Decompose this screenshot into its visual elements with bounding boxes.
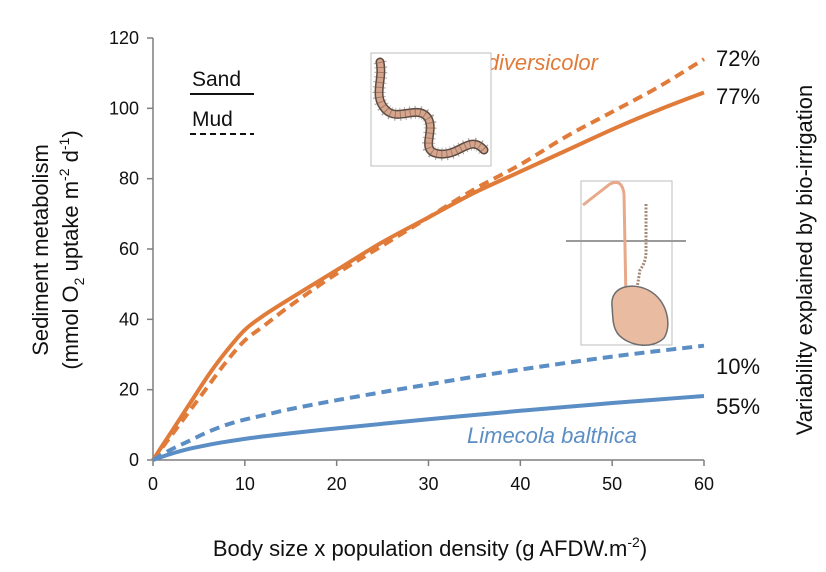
y-tick-label: 0 <box>129 450 139 470</box>
legend: Sand Mud <box>190 68 254 135</box>
series-line-limecola-sand <box>152 394 705 462</box>
pct-label-hediste-sand: 77% <box>716 84 760 109</box>
x-tick-label: 10 <box>235 474 255 494</box>
y-tick-label: 40 <box>119 309 139 329</box>
series-layer <box>151 57 706 462</box>
y2-axis-title: Variability explained by bio-irrigation <box>792 85 817 436</box>
y-tick-label: 100 <box>109 98 139 118</box>
pct-label-limecola-mud: 10% <box>716 354 760 379</box>
x-tick-label: 60 <box>694 474 714 494</box>
series-line-hediste-mud <box>151 57 706 462</box>
species-label-limecola: Limecola balthica <box>467 423 637 448</box>
y-tick-label: 80 <box>119 169 139 189</box>
y-axis-title: Sediment metabolism (mmol O2 uptake m-2 … <box>28 130 87 369</box>
x-tick-label: 0 <box>148 474 158 494</box>
pct-label-hediste-mud: 72% <box>716 46 760 71</box>
series-line-limecola-mud <box>151 343 705 462</box>
y-axis-title-line2: (mmol O2 uptake m-2 d-1) <box>56 130 87 369</box>
y-axis-title-line1: Sediment metabolism <box>28 144 53 356</box>
y-tick-label: 20 <box>119 380 139 400</box>
y-tick-label: 60 <box>119 239 139 259</box>
y-tick-label: 120 <box>109 28 139 48</box>
legend-label-mud: Mud <box>192 108 233 131</box>
x-tick-label: 50 <box>602 474 622 494</box>
x-tick-label: 30 <box>418 474 438 494</box>
pct-label-limecola-sand: 55% <box>716 394 760 419</box>
legend-label-sand: Sand <box>192 68 241 91</box>
x-tick-label: 20 <box>327 474 347 494</box>
series-line-hediste-sand <box>151 90 705 462</box>
ticks: 0 10 20 30 40 50 60 0 20 40 60 80 100 120 <box>109 28 714 494</box>
clam-burrow-illustration <box>566 180 686 346</box>
worm-illustration <box>370 52 492 167</box>
x-axis-title: Body size x population density (g AFDW.m… <box>213 534 647 561</box>
x-tick-label: 40 <box>510 474 530 494</box>
